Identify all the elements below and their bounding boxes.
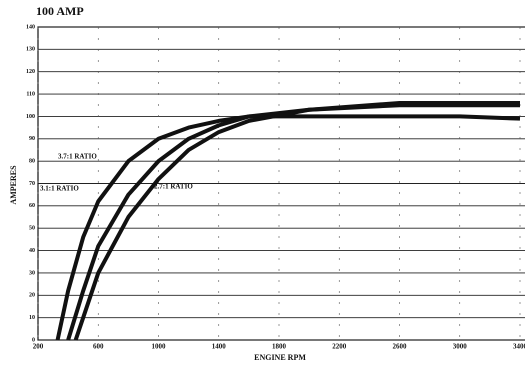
y-tick-label: 90 [29,136,35,142]
x-tick-label: 3400 [513,343,525,351]
x-tick-label: 600 [93,343,104,351]
y-tick-label: 120 [26,69,35,75]
y-tick-label: 140 [26,24,35,30]
y-tick-label: 0 [32,337,35,343]
y-tick-label: 20 [29,293,35,299]
data-line [55,114,521,341]
series-label: 3.7:1 RATIO [58,153,97,161]
series-label: 2.7:1 RATIO [154,183,193,191]
y-axis-label: AMPERES [9,165,18,205]
y-tick-label: 110 [26,91,35,97]
y-tick-label: 40 [29,248,35,254]
y-tick-label: 10 [29,315,35,321]
y-tick-label: 60 [29,203,35,209]
y-tick-label: 50 [29,226,35,232]
x-tick-label: 200 [33,343,44,351]
y-tick-label: 130 [26,47,35,53]
x-axis-label: ENGINE RPM [254,353,306,362]
y-tick-label: 80 [29,159,35,165]
x-tick-label: 1000 [152,343,167,351]
data-line [73,101,520,341]
x-tick-label: 1400 [212,343,227,351]
x-tick-label: 2600 [393,343,408,351]
x-tick-label: 3000 [453,343,468,351]
series-label: 3.1:1 RATIO [40,185,79,193]
chart-title: 100 AMP [36,4,84,18]
y-tick-label: 70 [29,181,35,187]
x-tick-label: 1800 [272,343,287,351]
x-tick-label: 2200 [332,343,347,351]
y-tick-label: 30 [29,270,35,276]
y-tick-label: 100 [26,114,35,120]
data-line [66,103,520,341]
